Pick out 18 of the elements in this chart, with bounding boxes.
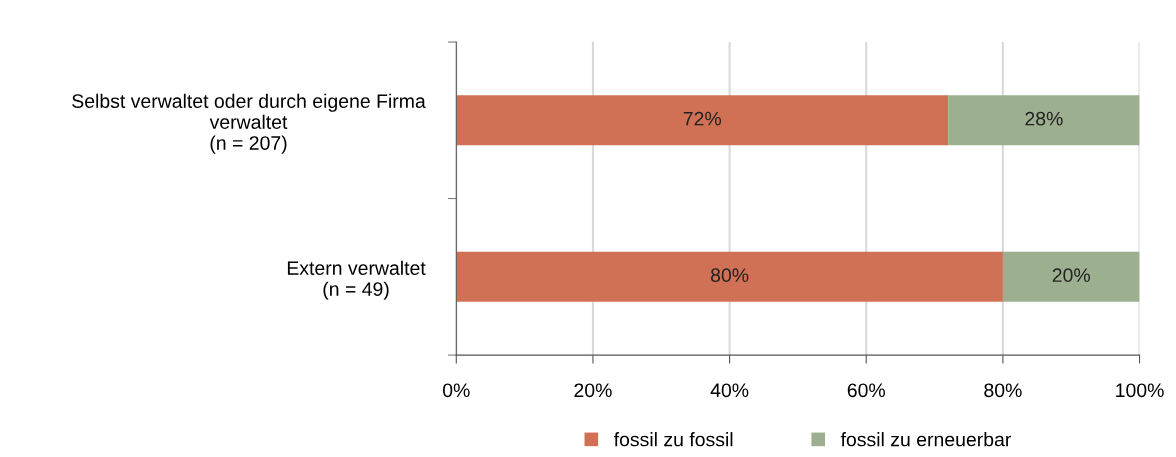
legend-label: fossil zu erneuerbar [840,432,1012,447]
data-label: 20% [1052,268,1090,283]
y-tick-label: Selbst verwaltet oder durch eigene Firma verwaltet (n = 207) [72,93,426,154]
data-label: 28% [1025,111,1063,126]
bar [456,95,949,146]
legend-label: fossil zu fossil [613,432,733,447]
x-tick-label: 60% [847,383,886,398]
x-tick-label: 0% [443,383,470,398]
x-tick-label: 100% [1116,383,1164,398]
data-label: 80% [710,268,749,283]
bar [1002,251,1140,302]
bar [456,251,1003,302]
y-tick-label: Extern verwaltet (n = 49) [287,260,426,300]
x-tick-label: 40% [710,383,749,398]
x-tick-label: 20% [574,383,612,398]
x-tick-label: 80% [984,383,1022,398]
bar [948,95,1140,146]
data-label: 72% [683,111,722,126]
